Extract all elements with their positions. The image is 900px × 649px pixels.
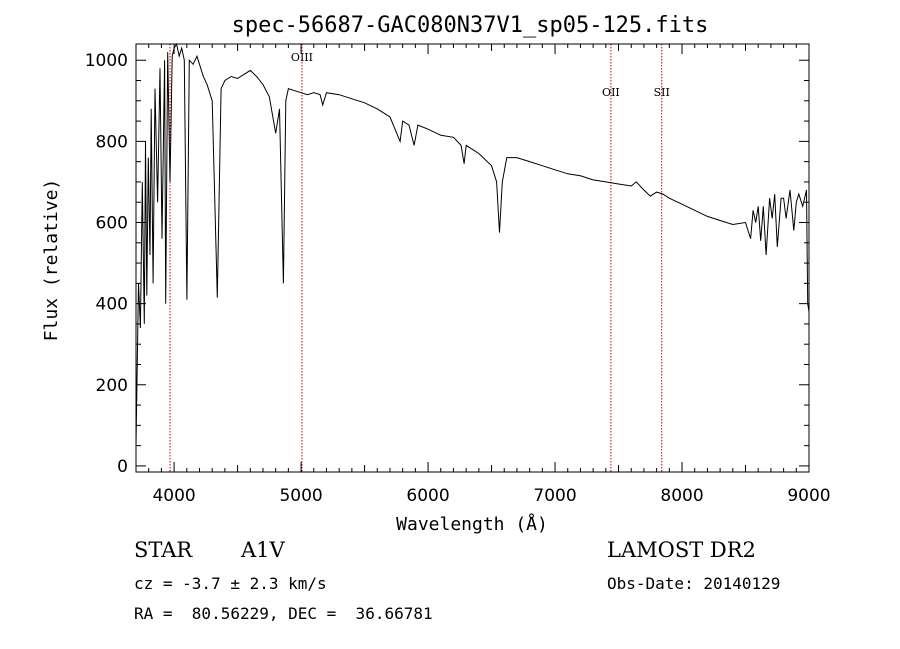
x-tick-label: 9000	[787, 486, 830, 506]
redshift-text: cz = -3.7 ± 2.3 km/s	[134, 574, 327, 593]
y-tick-label: 200	[96, 376, 128, 396]
coordinates-text: RA = 80.56229, DEC = 36.66781	[134, 604, 433, 623]
y-tick-label: 0	[117, 457, 128, 477]
x-tick-label: 7000	[533, 486, 576, 506]
obs-date-text: Obs-Date: 20140129	[607, 574, 781, 593]
line-marker-label: OIII	[291, 51, 313, 64]
y-tick-label: 400	[96, 295, 128, 315]
y-axis-ticks: 0 200 400 600 800 1000	[85, 51, 809, 477]
line-marker-label: OII	[602, 86, 620, 99]
emission-line-markers: OIII OII SII	[169, 44, 670, 472]
y-tick-label: 1000	[85, 51, 128, 71]
y-tick-label: 800	[96, 132, 128, 152]
object-subclass: A1V	[241, 538, 285, 562]
y-tick-label: 600	[96, 214, 128, 234]
line-marker-label: SII	[654, 86, 670, 99]
object-class: STAR	[134, 538, 193, 562]
x-tick-label: 5000	[279, 486, 322, 506]
x-tick-label: 4000	[152, 486, 195, 506]
x-axis-ticks: 4000 5000 6000 7000 8000 9000	[135, 44, 831, 506]
x-tick-label: 8000	[660, 486, 703, 506]
spectrum-line	[135, 42, 810, 446]
chart-title: spec-56687-GAC080N37V1_sp05-125.fits	[232, 13, 709, 38]
y-axis-label: Flux (relative)	[41, 179, 62, 342]
plot-frame	[135, 43, 810, 473]
x-axis-label: Wavelength (Å)	[396, 513, 548, 535]
survey-name: LAMOST DR2	[607, 538, 756, 562]
x-tick-label: 6000	[406, 486, 449, 506]
